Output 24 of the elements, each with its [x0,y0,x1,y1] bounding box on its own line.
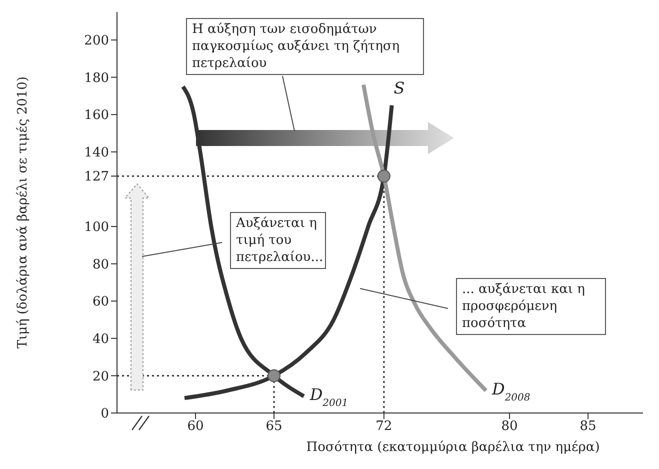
annotation: Αυξάνεται η τιμή του πετρελαίου... [230,212,326,269]
series-label: D$_{2008}$ [490,380,530,404]
x-tick-label: 80 [501,419,518,434]
x-tick-label: 65 [266,419,282,434]
annotation: ... αυξάνεται και η προσφερόμενη ποσότητα [456,278,606,335]
y-tick-label: 127 [84,170,109,185]
y-tick-label: 20 [92,369,109,384]
y-tick-label: 60 [92,294,109,310]
y-tick-label: 40 [92,332,109,348]
x-axis-title: Ποσότητα (εκατομμύρια βαρέλια την ημέρα) [305,440,601,455]
y-tick-label: 140 [84,146,109,160]
x-tick-label: 60 [187,419,204,434]
y-tick-label: 200 [84,34,109,49]
y-tick-label: 160 [84,108,109,124]
y-tick-label: 80 [92,257,109,272]
annotation: Η αύξηση των εισοδημάτων παγκοσμίως αυξάνει τη ζήτηση πετρελαίου [186,18,424,75]
y-tick-label: 100 [84,220,109,236]
series-label: D$_{2001}$ [308,385,348,409]
y-tick-label: 180 [84,70,109,86]
y-axis-title: Τιμή (δολάρια ανά βαρέλι σε τιμές 2010) [16,76,31,349]
x-tick-label: 85 [580,419,596,434]
series-label: S [394,78,405,98]
x-tick-label: 72 [376,419,392,434]
y-tick-label: 0 [100,406,109,422]
